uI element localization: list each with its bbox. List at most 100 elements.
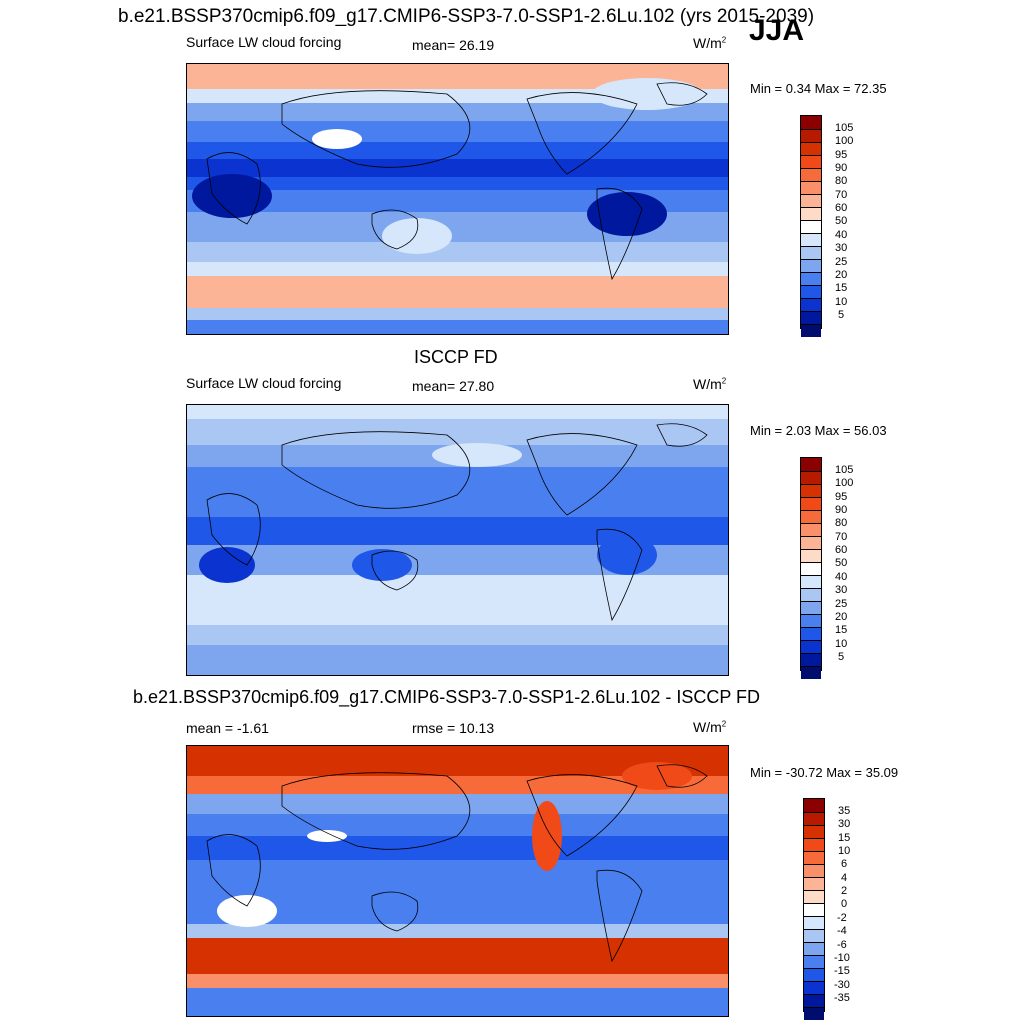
colorbar-swatch — [804, 995, 824, 1008]
colorbar-swatch — [804, 878, 824, 891]
colorbar-tick: -6 — [837, 939, 847, 951]
colorbar-tick: 100 — [835, 135, 854, 147]
panel3-map-field — [187, 746, 728, 1016]
colorbar-tick: 30 — [835, 242, 848, 254]
panel2-variable-label: Surface LW cloud forcing — [186, 375, 342, 391]
panel2-map-field — [187, 405, 728, 675]
panel3-units-label: W/m2 — [693, 719, 727, 735]
colorbar-swatch — [801, 169, 821, 182]
colorbar-tick: 40 — [835, 229, 848, 241]
colorbar-swatch — [801, 221, 821, 234]
colorbar-swatch — [801, 485, 821, 498]
panel1-units-label: W/m2 — [693, 35, 727, 51]
colorbar-swatch — [801, 247, 821, 260]
colorbar-tick: -2 — [837, 912, 847, 924]
colorbar-swatch — [804, 1008, 824, 1020]
colorbar-swatch — [801, 260, 821, 273]
colorbar-tick: -35 — [834, 992, 850, 1004]
colorbar-tick: 50 — [835, 557, 848, 569]
panel3-mean-label: mean = -1.61 — [186, 720, 269, 736]
colorbar-swatch — [804, 839, 824, 852]
colorbar-swatch — [801, 234, 821, 247]
colorbar-tick: 80 — [835, 517, 848, 529]
colorbar-swatch — [801, 628, 821, 641]
panel3-minmax-label: Min = -30.72 Max = 35.09 — [750, 765, 899, 780]
colorbar-swatch — [801, 667, 821, 679]
colorbar-tick: 25 — [835, 598, 848, 610]
colorbar-swatch — [801, 602, 821, 615]
colorbar-tick: 4 — [841, 872, 848, 884]
colorbar-tick: 50 — [835, 215, 848, 227]
colorbar-tick: 30 — [838, 818, 851, 830]
season-label: JJA — [749, 14, 805, 47]
colorbar-tick: 80 — [835, 175, 848, 187]
panel1-map — [186, 63, 729, 335]
colorbar-swatch — [801, 208, 821, 221]
colorbar-tick: 105 — [835, 464, 854, 476]
colorbar-swatch — [804, 917, 824, 930]
colorbar-swatch — [801, 641, 821, 654]
panel2-mean-label: mean= 27.80 — [412, 378, 495, 394]
panel2-units-label: W/m2 — [693, 376, 727, 392]
colorbar-swatch — [801, 195, 821, 208]
colorbar-swatch — [801, 325, 821, 337]
panel3-colorbar — [803, 798, 825, 1020]
panel2-colorbar — [800, 457, 822, 679]
colorbar-tick: 15 — [835, 282, 848, 294]
colorbar-tick: 15 — [838, 832, 851, 844]
colorbar-swatch — [801, 576, 821, 589]
colorbar-tick: 95 — [835, 491, 848, 503]
colorbar-swatch — [804, 904, 824, 917]
panel1-map-field — [187, 64, 728, 334]
colorbar-swatch — [801, 182, 821, 195]
colorbar-tick: 30 — [835, 584, 848, 596]
colorbar-swatch — [801, 511, 821, 524]
colorbar-tick: 6 — [841, 858, 848, 870]
colorbar-swatch — [804, 969, 824, 982]
colorbar-swatch — [801, 116, 821, 130]
panel2-minmax-label: Min = 2.03 Max = 56.03 — [750, 423, 887, 438]
colorbar-swatch — [804, 956, 824, 969]
colorbar-tick: -10 — [834, 952, 850, 964]
colorbar-swatch — [801, 299, 821, 312]
panel1-variable-label: Surface LW cloud forcing — [186, 34, 342, 50]
colorbar-swatch — [801, 498, 821, 511]
panel1-mean-label: mean= 26.19 — [412, 37, 495, 53]
colorbar-swatch — [801, 563, 821, 576]
colorbar-swatch — [801, 458, 821, 472]
main-title: b.e21.BSSP370cmip6.f09_g17.CMIP6-SSP3-7.… — [118, 6, 815, 27]
colorbar-tick: 2 — [841, 885, 848, 897]
colorbar-tick: 15 — [835, 624, 848, 636]
colorbar-swatch — [801, 654, 821, 667]
colorbar-swatch — [801, 143, 821, 156]
colorbar-swatch — [804, 826, 824, 839]
colorbar-tick: 90 — [835, 162, 848, 174]
colorbar-tick: 25 — [835, 256, 848, 268]
colorbar-swatch — [804, 891, 824, 904]
colorbar-tick: -4 — [837, 925, 847, 937]
colorbar-swatch — [804, 943, 824, 956]
colorbar-tick: 20 — [835, 269, 848, 281]
colorbar-tick: 10 — [838, 845, 851, 857]
colorbar-tick: 5 — [838, 309, 845, 321]
colorbar-tick: 10 — [835, 296, 848, 308]
panel1-colorbar — [800, 115, 822, 337]
colorbar-swatch — [801, 286, 821, 299]
colorbar-tick: 20 — [835, 611, 848, 623]
colorbar-swatch — [804, 930, 824, 943]
colorbar-tick: 0 — [841, 898, 848, 910]
panel3-rmse-label: rmse = 10.13 — [412, 720, 495, 736]
colorbar-swatch — [801, 130, 821, 143]
colorbar-tick: 40 — [835, 571, 848, 583]
panel2-title: ISCCP FD — [414, 347, 498, 367]
colorbar-tick: -30 — [834, 979, 850, 991]
colorbar-tick: 90 — [835, 504, 848, 516]
colorbar-tick: -15 — [834, 965, 850, 977]
colorbar-swatch — [804, 813, 824, 826]
colorbar-swatch — [801, 472, 821, 485]
colorbar-tick: 70 — [835, 531, 848, 543]
colorbar-tick: 100 — [835, 477, 854, 489]
colorbar-swatch — [804, 852, 824, 865]
colorbar-swatch — [801, 312, 821, 325]
colorbar-tick: 60 — [835, 544, 848, 556]
